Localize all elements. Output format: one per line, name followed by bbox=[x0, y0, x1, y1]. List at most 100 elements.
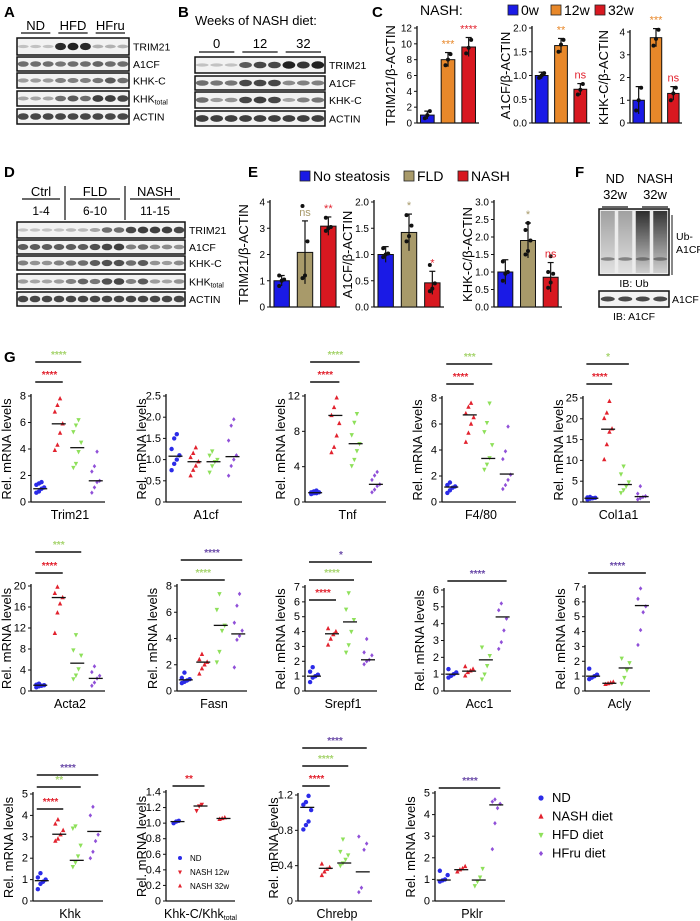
data-point bbox=[202, 662, 207, 667]
data-point bbox=[503, 482, 508, 488]
y-tick-label: 10 bbox=[566, 455, 578, 467]
data-point bbox=[404, 213, 409, 218]
y-tick-label: 4 bbox=[431, 445, 437, 457]
y-axis-label: KHK-C/β-ACTIN bbox=[596, 30, 611, 125]
blot-band bbox=[125, 226, 137, 234]
gene-label: Srepf1 bbox=[325, 697, 362, 711]
blot-band bbox=[618, 296, 633, 302]
data-point bbox=[463, 439, 469, 444]
data-point bbox=[493, 821, 497, 826]
data-point bbox=[95, 449, 99, 454]
blot-row-label: ACTIN bbox=[133, 112, 165, 124]
data-point bbox=[178, 883, 182, 888]
blot-band bbox=[125, 279, 137, 284]
blot-band bbox=[653, 257, 668, 261]
data-point bbox=[88, 856, 93, 861]
blot-band bbox=[89, 243, 101, 251]
legend-swatch bbox=[507, 4, 519, 16]
data-point bbox=[73, 633, 79, 638]
data-point bbox=[78, 440, 84, 446]
data-point bbox=[352, 457, 357, 463]
y-tick-label: 3 bbox=[22, 831, 28, 843]
data-point bbox=[464, 51, 469, 56]
y-tick-label: 0.0 bbox=[475, 303, 489, 314]
y-tick-label: 2.0 bbox=[475, 233, 489, 244]
blot-strip bbox=[16, 291, 186, 307]
y-tick-label: 8 bbox=[166, 581, 172, 593]
data-point bbox=[490, 846, 495, 852]
blot-band bbox=[224, 80, 238, 86]
data-point bbox=[607, 429, 612, 434]
gene-label: Acly bbox=[608, 697, 632, 711]
blot-band bbox=[17, 61, 29, 67]
data-point bbox=[237, 633, 242, 639]
y-tick-label: 8 bbox=[431, 393, 437, 405]
data-point bbox=[624, 668, 630, 673]
data-point bbox=[323, 228, 328, 233]
data-point bbox=[349, 433, 354, 438]
data-point bbox=[489, 443, 495, 448]
y-tick-label: 2 bbox=[574, 656, 580, 668]
significance-label: **** bbox=[453, 372, 469, 383]
blot-row-label: A1CF bbox=[133, 59, 160, 71]
blot-band bbox=[161, 226, 173, 234]
blot-band bbox=[104, 77, 116, 84]
y-tick-label: 0 bbox=[424, 896, 430, 908]
y-tick-label: 0 bbox=[572, 497, 578, 509]
y-tick-label: 1 bbox=[619, 96, 625, 107]
data-point bbox=[78, 843, 83, 849]
data-point bbox=[627, 661, 632, 666]
blot-band bbox=[282, 61, 296, 69]
y-tick-label: 0 bbox=[433, 686, 439, 698]
data-point bbox=[55, 442, 60, 447]
blot-band bbox=[253, 61, 267, 69]
data-point bbox=[362, 662, 366, 667]
y-tick-label: 3.0 bbox=[475, 198, 489, 209]
data-point bbox=[343, 857, 348, 863]
legend-swatch bbox=[594, 4, 606, 16]
data-point bbox=[349, 629, 354, 635]
blot-band bbox=[282, 80, 296, 86]
y-tick-label: 2 bbox=[294, 656, 300, 668]
data-point bbox=[505, 270, 510, 274]
data-point bbox=[219, 628, 225, 634]
blot-band bbox=[149, 279, 161, 284]
y-axis-label: Rel. mRNA levels bbox=[273, 398, 288, 500]
data-point bbox=[305, 239, 310, 244]
blot-strip bbox=[598, 290, 670, 308]
bar bbox=[554, 45, 568, 124]
y-tick-label: 16 bbox=[14, 602, 26, 614]
y-tick-label: 0 bbox=[155, 497, 161, 509]
blot-band bbox=[296, 80, 310, 86]
y-tick-label: 6 bbox=[433, 585, 439, 597]
blot-band bbox=[42, 78, 54, 83]
panel-label: A bbox=[4, 4, 15, 21]
y-axis-label: TRIM21/β-ACTIN bbox=[383, 25, 398, 126]
y-tick-label: 2 bbox=[433, 652, 439, 664]
y-tick-label: 8 bbox=[20, 644, 26, 656]
data-point bbox=[546, 270, 551, 274]
y-tick-label: 7 bbox=[294, 582, 300, 594]
blot-band bbox=[113, 227, 125, 233]
data-point bbox=[472, 884, 478, 889]
data-point bbox=[354, 411, 360, 417]
data-point bbox=[656, 27, 661, 32]
data-point bbox=[306, 793, 311, 799]
gene-label: Khk bbox=[59, 907, 81, 921]
scatter-plot-fasn: 0 2 4 6 8 Rel. mRNA levels **** **** Fasn bbox=[145, 548, 247, 711]
data-point bbox=[351, 617, 357, 623]
blot-band bbox=[137, 295, 149, 303]
legend-item-label: NASH bbox=[471, 168, 510, 184]
data-point bbox=[465, 669, 471, 675]
data-point bbox=[587, 666, 592, 671]
y-axis-label: Rel. mRNA levels bbox=[553, 588, 568, 690]
data-point bbox=[466, 45, 471, 50]
scatter-plot-pklr: 0 1 2 3 4 5 Rel. mRNA levels **** Pklr bbox=[403, 776, 505, 921]
data-point bbox=[232, 665, 237, 670]
data-point bbox=[306, 819, 311, 824]
y-axis-label: A1CF/β-ACTIN bbox=[340, 211, 355, 299]
blot-band bbox=[282, 98, 296, 102]
data-point bbox=[446, 666, 451, 672]
blot-band bbox=[101, 259, 113, 267]
